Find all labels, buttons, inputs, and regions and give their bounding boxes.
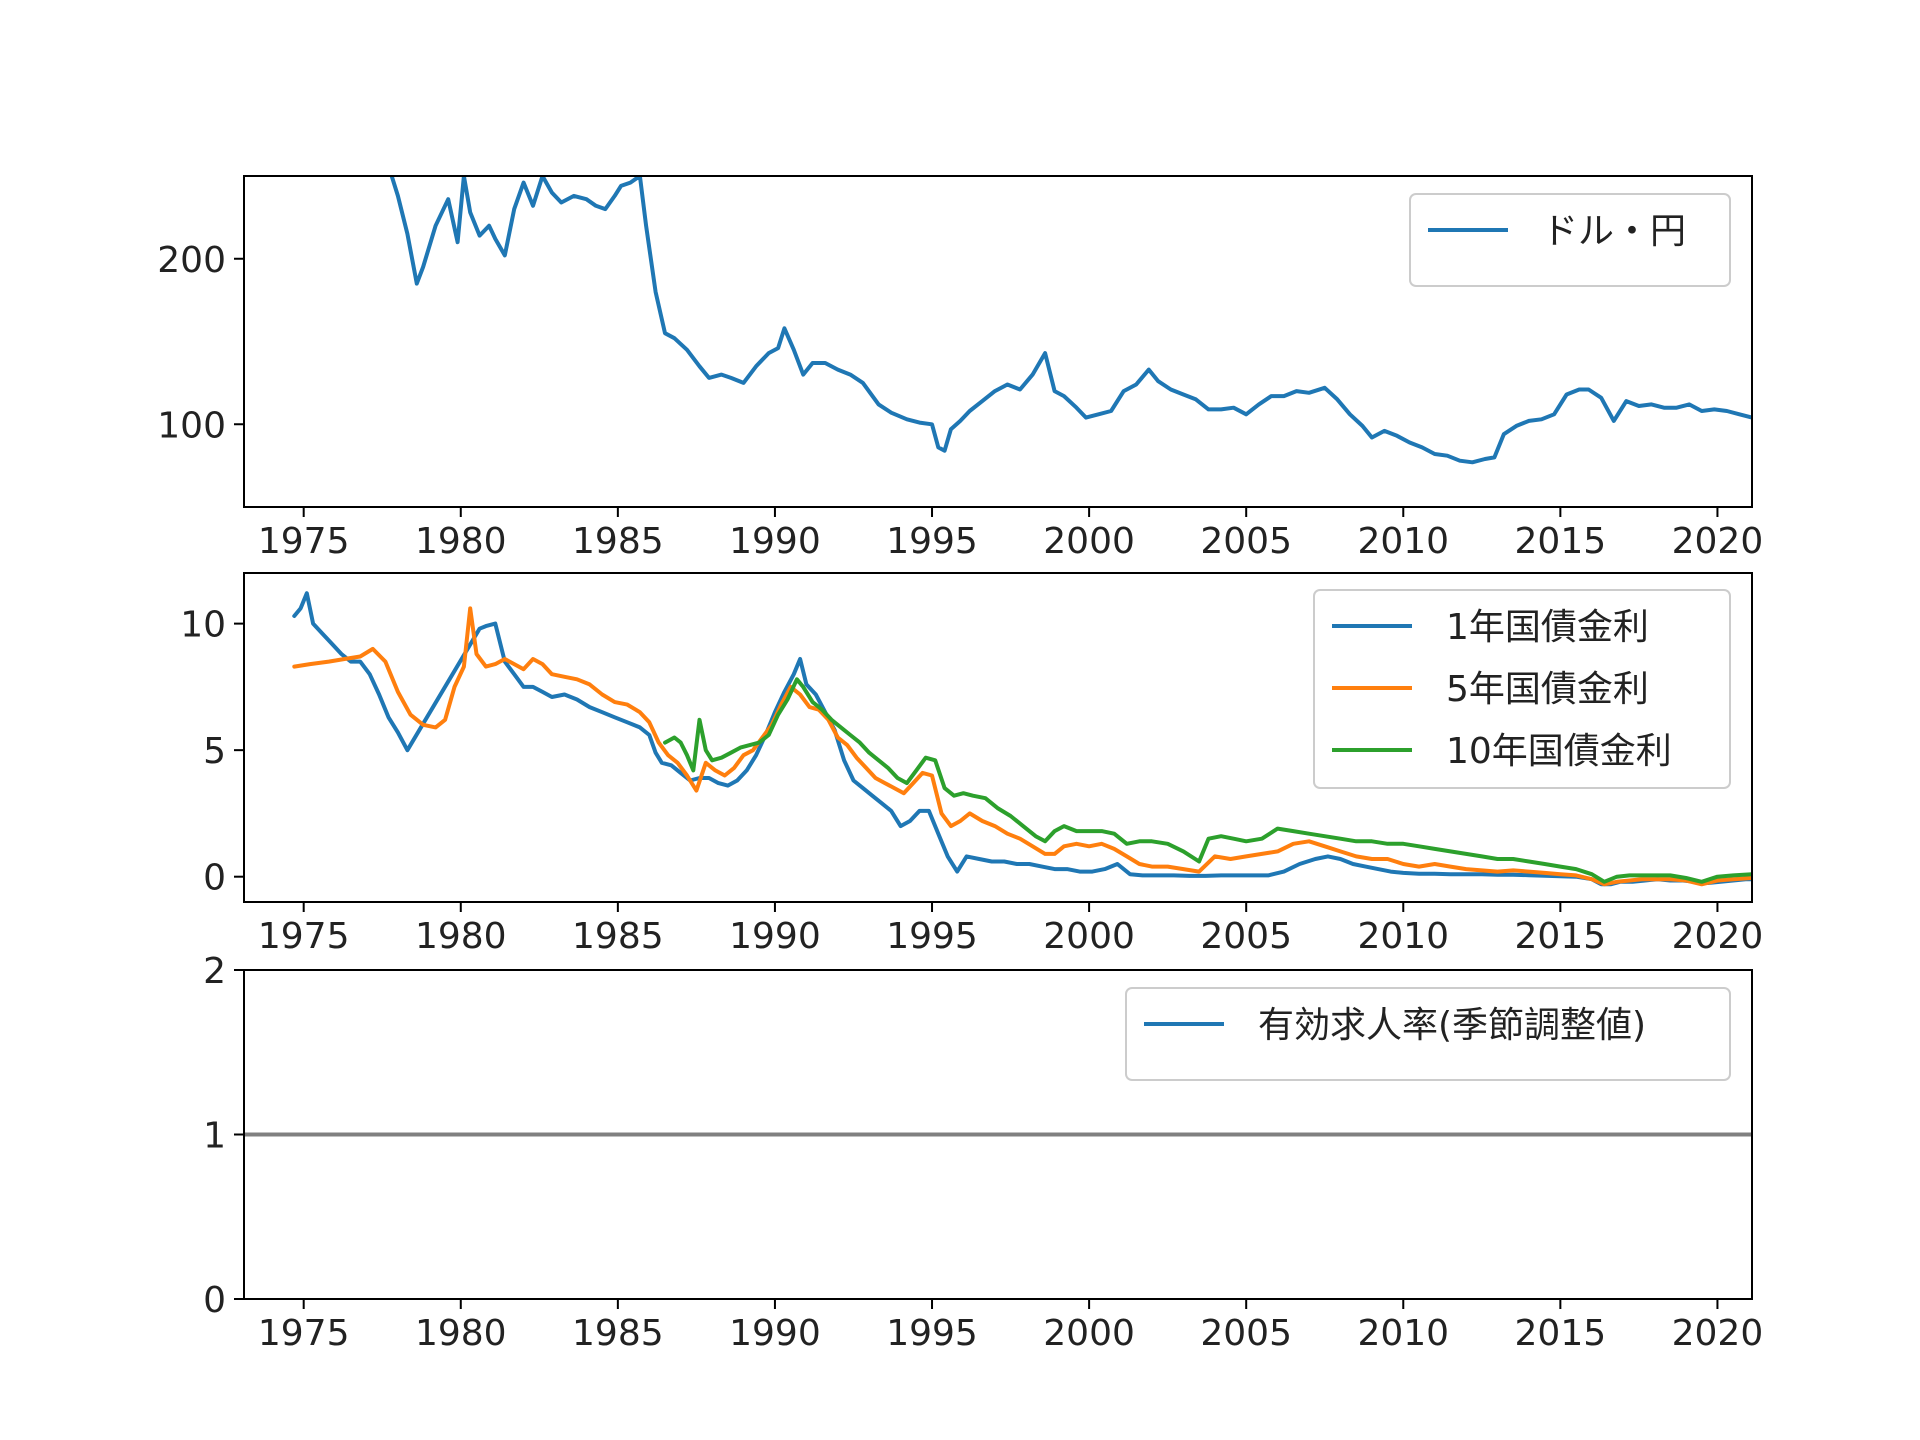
x-tick-label: 2015 xyxy=(1515,1313,1607,1354)
series-line-1 xyxy=(292,606,1752,887)
x-tick-label: 1985 xyxy=(572,916,664,957)
legend-label: 1年国債金利 xyxy=(1446,607,1649,648)
x-tick-label: 2010 xyxy=(1357,1313,1449,1354)
x-tick-label: 2005 xyxy=(1200,1313,1292,1354)
y-tick-label: 2 xyxy=(203,951,226,992)
x-tick-label: 1995 xyxy=(886,1313,978,1354)
x-tick-label: 1990 xyxy=(729,521,821,562)
x-tick-label: 2015 xyxy=(1515,521,1607,562)
x-tick-label: 1975 xyxy=(258,521,350,562)
x-tick-label: 1995 xyxy=(886,916,978,957)
x-tick-label: 1975 xyxy=(258,916,350,957)
x-tick-label: 1975 xyxy=(258,1313,350,1354)
x-tick-label: 2005 xyxy=(1200,916,1292,957)
x-tick-label: 1985 xyxy=(572,1313,664,1354)
x-tick-label: 1980 xyxy=(415,1313,507,1354)
x-tick-label: 2020 xyxy=(1672,916,1764,957)
x-tick-label: 2020 xyxy=(1672,1313,1764,1354)
y-tick-label: 10 xyxy=(180,605,226,646)
x-tick-label: 2000 xyxy=(1043,1313,1135,1354)
x-tick-label: 2010 xyxy=(1357,521,1449,562)
y-tick-label: 1 xyxy=(203,1116,226,1157)
bond-yield-panel: 1975 1980 1985 1990 1995 2000 2005 2010 2015 2020… xyxy=(180,572,1764,957)
legend-box xyxy=(1409,193,1731,287)
x-tick-label: 2000 xyxy=(1043,916,1135,957)
axes-frame xyxy=(243,572,1753,903)
series-line-0 xyxy=(389,176,1752,465)
y-tick-label: 200 xyxy=(157,240,226,281)
legend-label: 有効求人率(季節調整値) xyxy=(1258,1005,1646,1046)
legend: ドル・円 xyxy=(1409,193,1731,287)
legend-label: 10年国債金利 xyxy=(1446,731,1672,772)
legend-box xyxy=(1313,589,1731,789)
axes-frame xyxy=(243,175,1753,508)
usdjpy-panel: 1975 1980 1985 1990 1995 2000 2005 2010 2015 2020… xyxy=(157,175,1764,562)
series-line-2 xyxy=(663,677,1752,884)
y-tick-label: 100 xyxy=(157,405,226,446)
x-tick-label: 2005 xyxy=(1200,521,1292,562)
legend-label: 5年国債金利 xyxy=(1446,669,1649,710)
x-tick-label: 1985 xyxy=(572,521,664,562)
x-tick-label: 2000 xyxy=(1043,521,1135,562)
y-tick-label: 0 xyxy=(203,858,226,899)
x-tick-label: 1990 xyxy=(729,1313,821,1354)
y-tick-label: 0 xyxy=(203,1280,226,1321)
x-tick-label: 2020 xyxy=(1672,521,1764,562)
x-tick-label: 2010 xyxy=(1357,916,1449,957)
x-tick-label: 1995 xyxy=(886,521,978,562)
x-tick-label: 1980 xyxy=(415,521,507,562)
legend-box xyxy=(1125,987,1731,1081)
y-tick-label: 5 xyxy=(203,731,226,772)
series-line-0 xyxy=(292,591,1752,887)
legend-label: ドル・円 xyxy=(1542,211,1686,252)
legend: 有効求人率(季節調整値) xyxy=(1125,987,1731,1081)
x-tick-label: 1990 xyxy=(729,916,821,957)
legend: 1年国債金利 5年国債金利 10年国債金利 xyxy=(1313,589,1731,789)
x-tick-label: 1980 xyxy=(415,916,507,957)
x-tick-label: 2015 xyxy=(1515,916,1607,957)
job-offer-ratio-panel: 1975 1980 1985 1990 1995 2000 2005 2010 2015 2020… xyxy=(203,951,1763,1354)
